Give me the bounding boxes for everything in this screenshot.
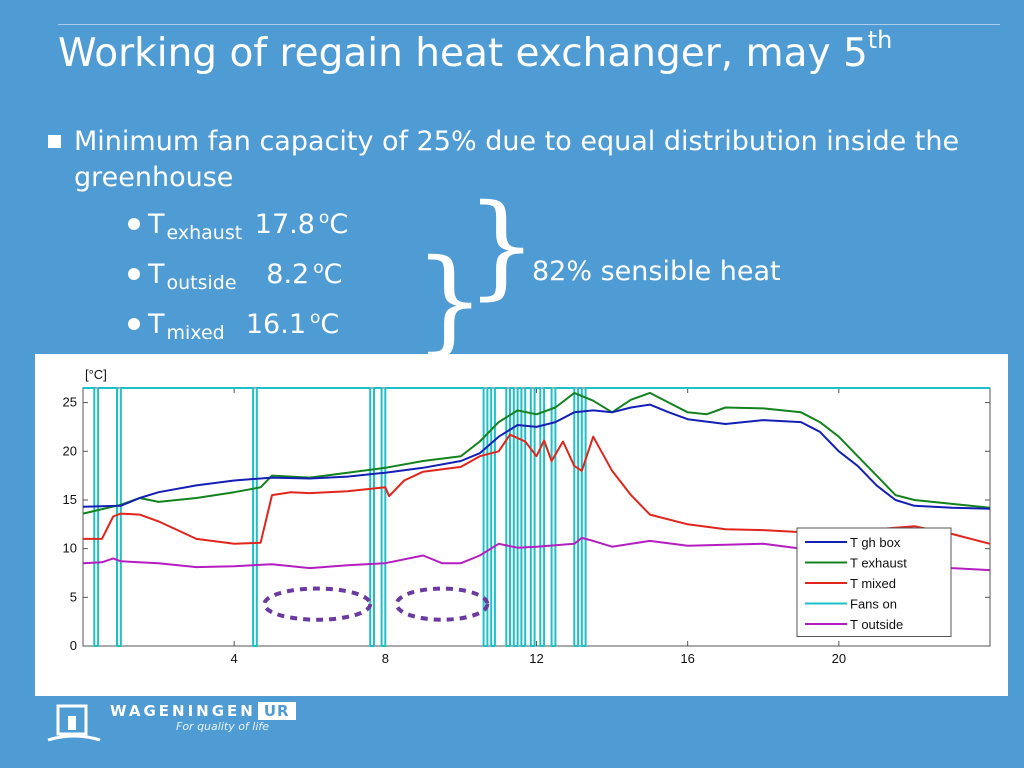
y-tick-label: 10 bbox=[63, 541, 77, 556]
plot-series bbox=[82, 387, 991, 647]
sub-degree: o bbox=[313, 258, 324, 278]
y-tick-label: 0 bbox=[70, 638, 77, 653]
sub-subscript: exhaust bbox=[166, 222, 243, 244]
sub-value: 16.1 bbox=[245, 309, 306, 340]
legend-label: T exhaust bbox=[850, 556, 907, 571]
square-bullet-icon bbox=[48, 135, 61, 148]
sub-unit: C bbox=[323, 259, 343, 290]
brace-large: } bbox=[466, 181, 538, 311]
sub-symbol: T bbox=[148, 209, 165, 240]
wageningen-logo-icon bbox=[47, 704, 101, 742]
x-tick-label: 16 bbox=[680, 651, 694, 666]
annotation-ellipses bbox=[262, 586, 490, 622]
sub-value: 17.8 bbox=[254, 209, 315, 240]
sub-subscript: mixed bbox=[166, 322, 225, 344]
y-tick-label: 20 bbox=[63, 443, 77, 458]
y-tick-label: 25 bbox=[63, 395, 77, 410]
legend-label: T mixed bbox=[850, 576, 896, 591]
title-superscript: th bbox=[867, 26, 893, 54]
round-bullet-icon bbox=[128, 218, 140, 230]
sub-value: 8.2 bbox=[266, 259, 310, 290]
sub-subscript: outside bbox=[166, 272, 237, 294]
slide-title: Working of regain heat exchanger, may 5t… bbox=[58, 26, 893, 76]
annotation-ellipse bbox=[262, 586, 373, 622]
legend-label: T outside bbox=[850, 617, 903, 632]
sub-degree: o bbox=[310, 308, 321, 328]
x-tick-label: 20 bbox=[832, 651, 846, 666]
legend-label: Fans on bbox=[850, 597, 897, 612]
legend: T gh box T exhaust T mixed Fans on T outside bbox=[796, 527, 952, 637]
annotation-ellipse bbox=[394, 586, 490, 622]
series-line-mixed bbox=[83, 433, 991, 545]
brace-small: } bbox=[414, 236, 486, 366]
y-tick-label: 15 bbox=[63, 492, 77, 507]
series-line-gh_box bbox=[82, 403, 991, 510]
sub-degree: o bbox=[318, 208, 330, 228]
logo-wordmark: WAGENINGEN UR bbox=[110, 702, 296, 720]
sub-symbol: T bbox=[148, 259, 165, 290]
sub-unit: C bbox=[320, 309, 340, 340]
axis-ticks: 0 5 10 15 20 25 4 8 12 16 20 bbox=[63, 388, 990, 666]
bullet-text: Minimum fan capacity of 25% due to equal… bbox=[74, 126, 960, 193]
series-line-outside bbox=[82, 536, 991, 572]
y-tick-label: 5 bbox=[70, 589, 77, 604]
temperature-chart: 0 5 10 15 20 25 4 8 12 16 20 [°C] T gh box T exhaus… bbox=[63, 367, 991, 666]
round-bullet-icon bbox=[128, 268, 140, 280]
sensible-heat-label: 82% sensible heat bbox=[532, 256, 781, 287]
chart-panel: 0 5 10 15 20 25 4 8 12 16 20 [°C] T gh box T exhaus… bbox=[35, 354, 1008, 696]
y-axis-label: [°C] bbox=[85, 367, 107, 382]
sub-symbol: T bbox=[148, 309, 165, 340]
series-line-exhaust bbox=[82, 391, 991, 515]
sub-unit: C bbox=[329, 209, 349, 240]
round-bullet-icon bbox=[128, 318, 140, 330]
logo-tagline: For quality of life bbox=[176, 720, 270, 733]
x-tick-label: 4 bbox=[231, 651, 238, 666]
x-tick-label: 8 bbox=[382, 651, 389, 666]
series-line-fans bbox=[83, 387, 990, 647]
legend-label: T gh box bbox=[850, 535, 901, 550]
x-tick-label: 12 bbox=[529, 651, 543, 666]
title-rule bbox=[58, 24, 1000, 25]
